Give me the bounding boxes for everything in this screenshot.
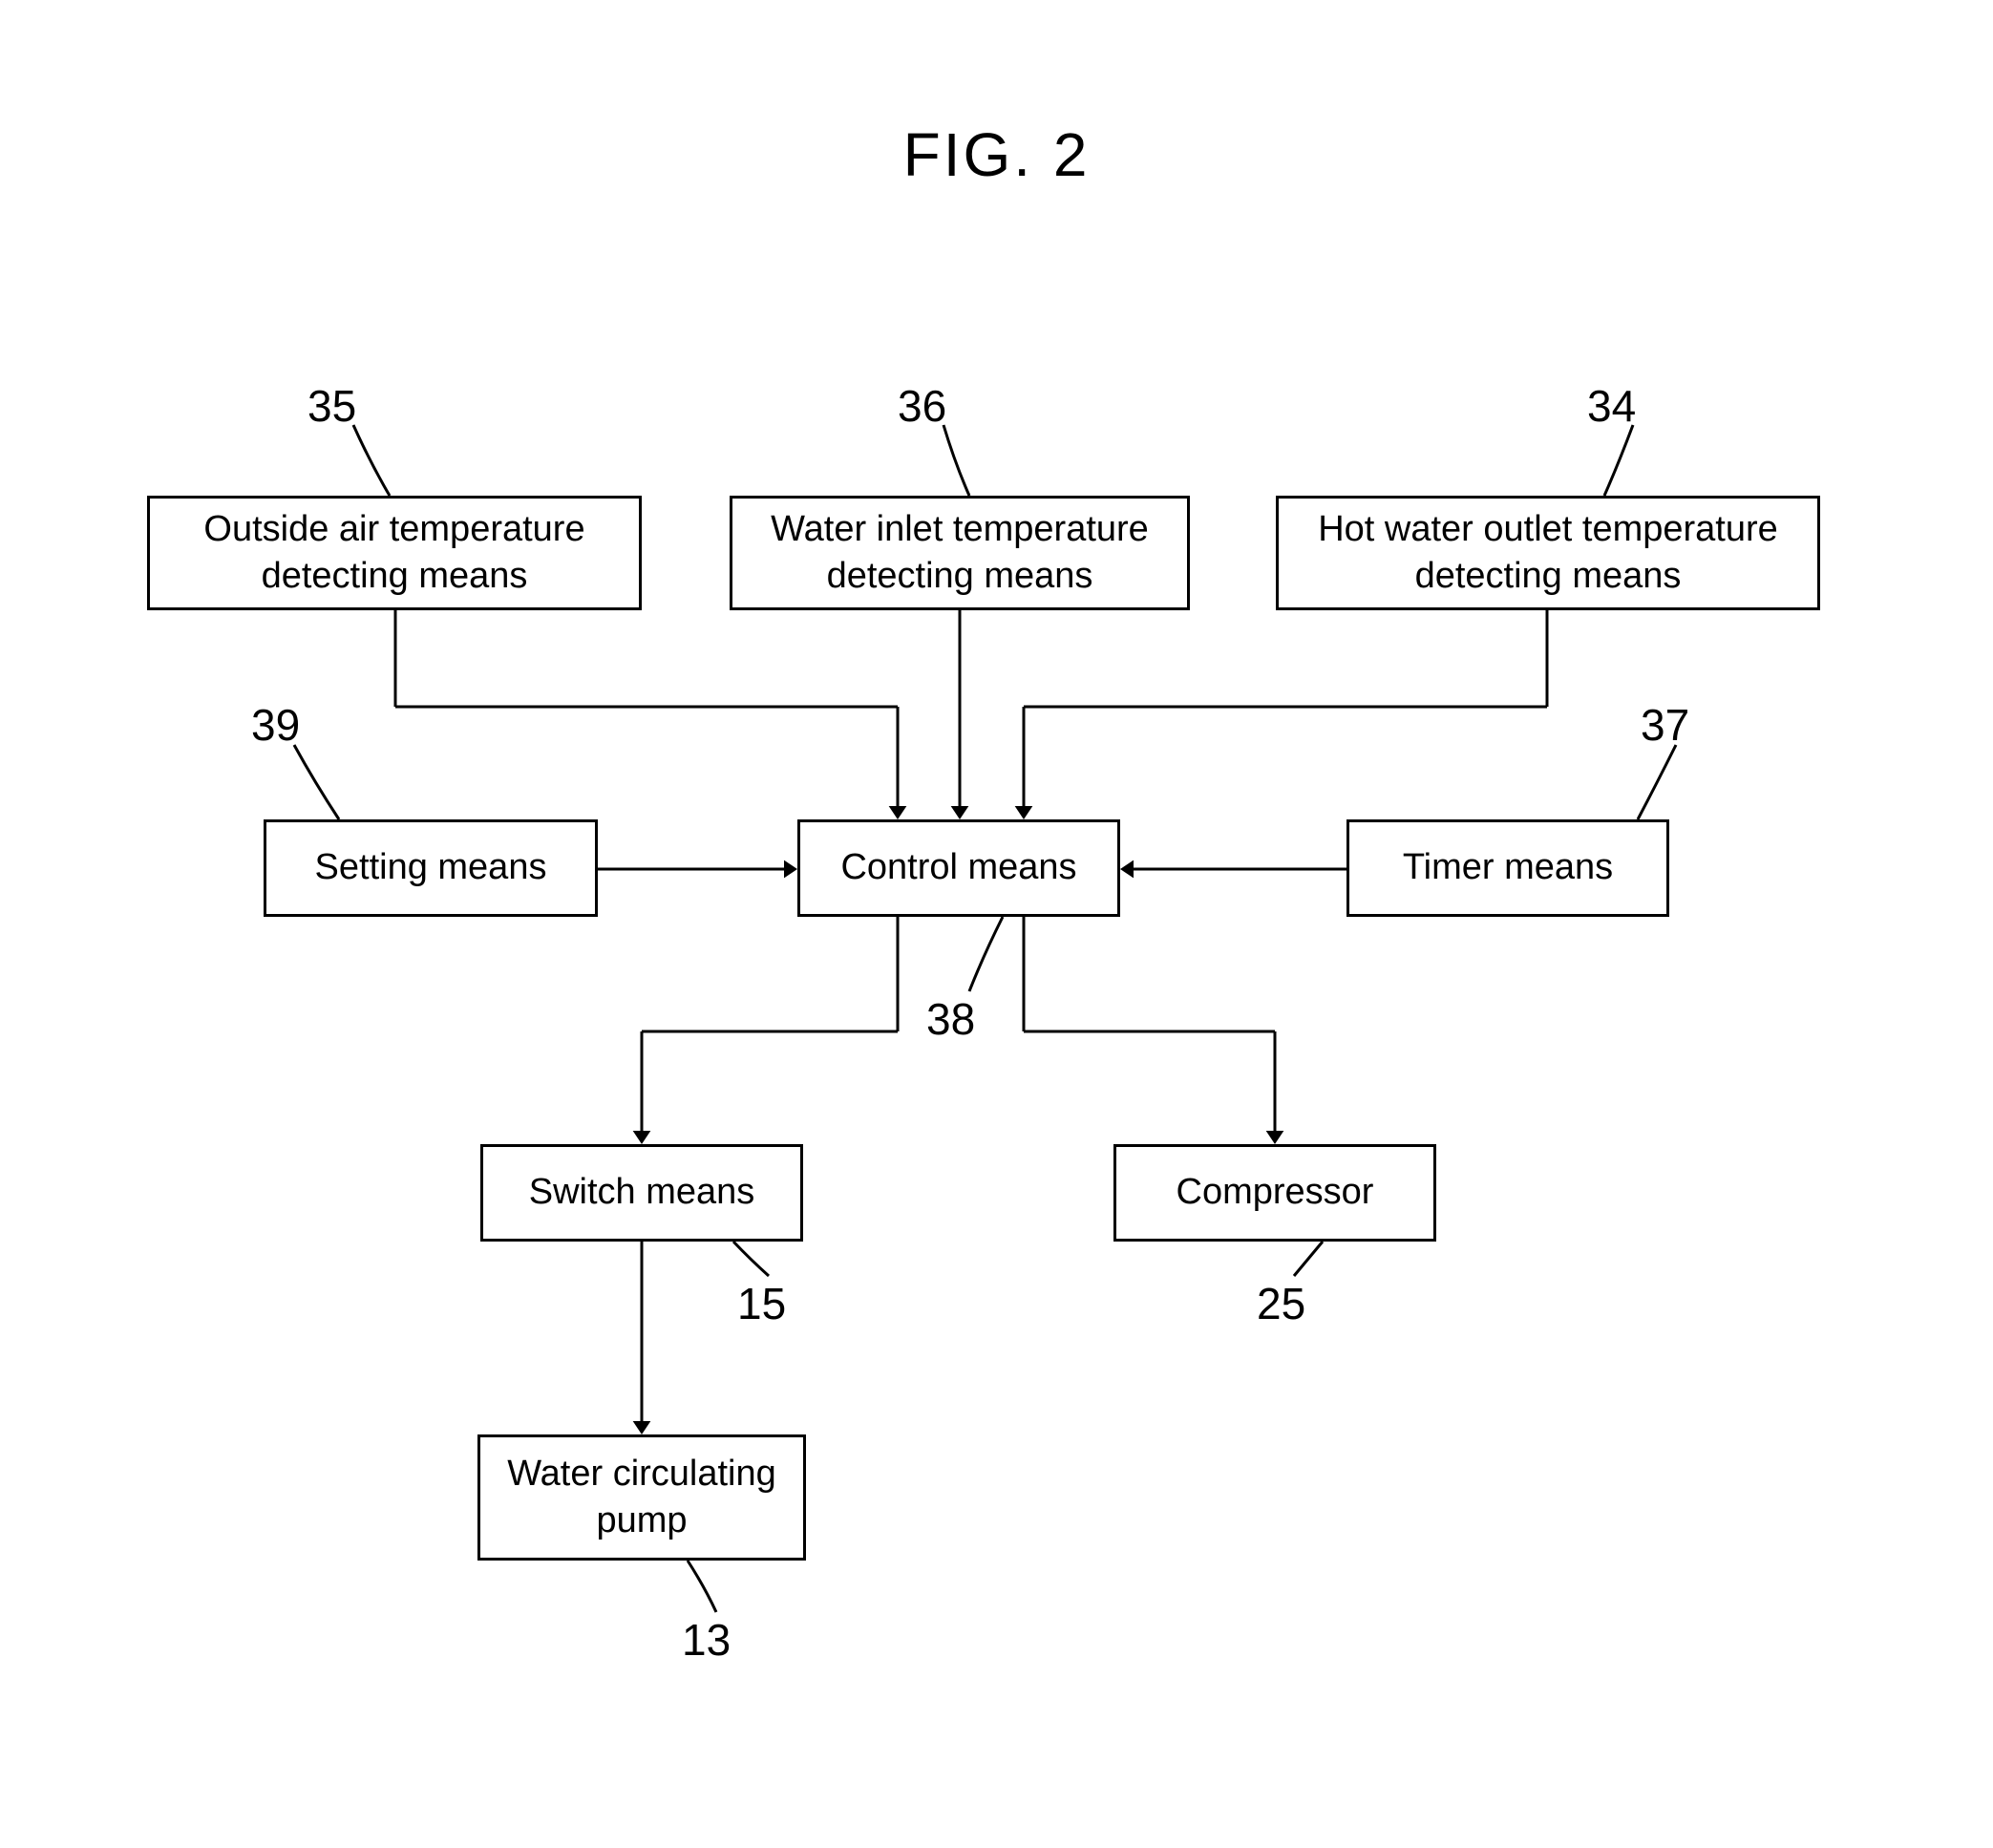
ref-36: 36 xyxy=(898,380,946,432)
node-outside-air: Outside air temperature detecting means xyxy=(147,496,642,610)
ref-35: 35 xyxy=(307,380,356,432)
ref-37: 37 xyxy=(1641,699,1689,751)
node-label: Compressor xyxy=(1177,1169,1374,1216)
node-label: Control means xyxy=(840,844,1076,891)
node-compressor: Compressor xyxy=(1113,1144,1436,1242)
connector-svg xyxy=(0,0,1993,1848)
node-label: Water inlet temperature detecting means xyxy=(742,506,1177,601)
ref-25: 25 xyxy=(1257,1278,1305,1329)
node-label: Water circulating pump xyxy=(490,1451,794,1545)
ref-15: 15 xyxy=(737,1278,786,1329)
node-pump: Water circulating pump xyxy=(477,1434,806,1561)
node-label: Setting means xyxy=(315,844,547,891)
node-water-inlet: Water inlet temperature detecting means xyxy=(730,496,1190,610)
node-switch: Switch means xyxy=(480,1144,803,1242)
ref-34: 34 xyxy=(1587,380,1636,432)
ref-13: 13 xyxy=(682,1614,731,1666)
node-timer: Timer means xyxy=(1346,819,1669,917)
ref-38: 38 xyxy=(926,993,975,1045)
ref-39: 39 xyxy=(251,699,300,751)
node-label: Hot water outlet temperature detecting m… xyxy=(1288,506,1808,601)
figure-title: FIG. 2 xyxy=(903,119,1091,190)
node-label: Timer means xyxy=(1403,844,1613,891)
node-control: Control means xyxy=(797,819,1120,917)
node-label: Switch means xyxy=(529,1169,755,1216)
node-label: Outside air temperature detecting means xyxy=(159,506,629,601)
node-hot-water: Hot water outlet temperature detecting m… xyxy=(1276,496,1820,610)
node-setting: Setting means xyxy=(264,819,598,917)
